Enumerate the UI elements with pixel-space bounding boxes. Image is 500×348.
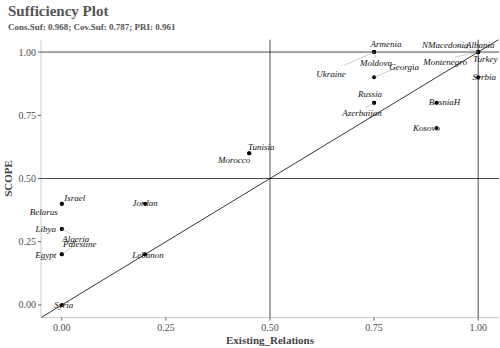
- point-label: Egypt: [34, 250, 56, 260]
- y-axis-title: SCOPE: [2, 160, 14, 197]
- point-label: Ukraine: [316, 69, 346, 79]
- point: [60, 252, 64, 256]
- subtitle: Cons.Suf: 0.968; Cov.Suf: 0.787; PRI: 0.…: [8, 22, 176, 32]
- chart: Sufficiency Plot Cons.Suf: 0.968; Cov.Suf…: [0, 0, 500, 348]
- plot-area: [41, 39, 499, 317]
- point-label: Azerbaijan: [341, 108, 382, 118]
- point-label: Tunisia: [248, 142, 275, 152]
- diagonal-line: [41, 39, 499, 317]
- x-tick-label: 0.50: [261, 322, 279, 333]
- point-label: Morocco: [217, 155, 251, 165]
- point-label: Belarus: [30, 207, 58, 217]
- reference-line-horizontal: [41, 52, 499, 53]
- point-label: Serbia: [472, 72, 496, 82]
- x-axis-title: Existing_Relations: [226, 334, 315, 346]
- point-label: Israel: [63, 193, 85, 203]
- point-label: BosniaH: [429, 97, 461, 107]
- title: Sufficiency Plot: [8, 3, 108, 19]
- point-label: Turkey: [473, 54, 498, 64]
- y-tick-label: 1.00: [19, 47, 37, 58]
- point: [60, 252, 64, 256]
- y-tick: [38, 115, 41, 116]
- x-tick-label: 0.75: [365, 322, 383, 333]
- point-label: Montenegro: [422, 57, 467, 67]
- point-labels: Armenia Moldova Ukraine NMacedoniaAlbania Mo…: [30, 39, 498, 310]
- point-label: Jordan: [133, 198, 159, 208]
- point-label: Libya: [35, 224, 57, 234]
- label-connector: [374, 52, 375, 58]
- x-tick: [165, 318, 166, 321]
- x-tick-label: 1.00: [469, 322, 487, 333]
- point-label: NMacedonia: [421, 40, 469, 50]
- point-label: Albania: [465, 40, 495, 50]
- y-tick-label: 0.00: [19, 299, 37, 310]
- y-tick-label: 0.75: [19, 110, 37, 121]
- point-label: Palestine: [62, 239, 97, 249]
- point-label: Moldova: [359, 58, 392, 68]
- x-tick-label: 0.25: [157, 322, 175, 333]
- point: [60, 202, 64, 206]
- label-connector: [344, 52, 374, 65]
- x-tick: [270, 318, 271, 321]
- x-tick: [478, 318, 479, 321]
- point-label: Armenia: [370, 39, 402, 49]
- y-tick: [38, 178, 41, 179]
- point: [60, 202, 64, 206]
- y-tick: [38, 304, 41, 305]
- point-label: Kosovo: [412, 123, 441, 133]
- x-tick: [61, 318, 62, 321]
- y-tick-label: 0.25: [19, 236, 37, 247]
- x-tick: [374, 318, 375, 321]
- point-label: Russia: [357, 89, 383, 99]
- point-label: Lebanon: [131, 250, 164, 260]
- chart-root: Sufficiency Plot Cons.Suf: 0.968; Cov.Suf…: [0, 0, 500, 348]
- y-tick: [38, 241, 41, 242]
- x-tick-label: 0.00: [53, 322, 71, 333]
- point-label: Georgia: [389, 62, 419, 72]
- y-tick-label: 0.50: [19, 173, 37, 184]
- y-tick: [38, 52, 41, 53]
- point-label: Syria: [54, 300, 73, 310]
